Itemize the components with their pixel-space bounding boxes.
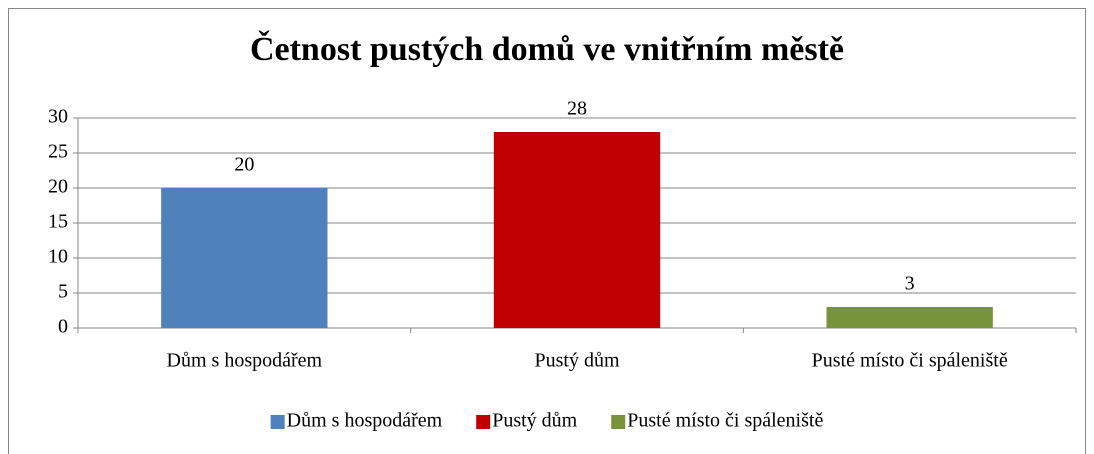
- legend-swatch: [611, 415, 626, 429]
- legend-label: Pusté místo či spáleniště: [627, 410, 823, 432]
- bar: [161, 188, 328, 328]
- bar: [826, 307, 993, 328]
- x-tick-label: Pustý dům: [534, 350, 619, 372]
- data-label: 3: [905, 273, 915, 295]
- y-tick-label: 25: [48, 141, 68, 163]
- legend-label: Pustý dům: [492, 410, 577, 432]
- legend-swatch: [270, 415, 285, 429]
- bar: [493, 132, 661, 328]
- data-label: 20: [234, 154, 254, 176]
- x-tick-label: Pusté místo či spáleniště: [812, 350, 1008, 372]
- y-tick-label: 10: [48, 246, 68, 268]
- chart-title: Četnost pustých domů ve vnitřním městě: [250, 30, 844, 68]
- y-tick-label: 20: [48, 176, 68, 198]
- legend-label: Dům s hospodářem: [287, 410, 443, 432]
- data-label: 28: [567, 98, 587, 120]
- y-tick-label: 5: [58, 281, 68, 303]
- y-tick-label: 15: [48, 211, 68, 233]
- x-tick-label: Dům s hospodářem: [167, 350, 323, 372]
- legend-swatch: [476, 415, 491, 429]
- y-tick-label: 0: [58, 316, 68, 338]
- y-tick-label: 30: [48, 106, 68, 128]
